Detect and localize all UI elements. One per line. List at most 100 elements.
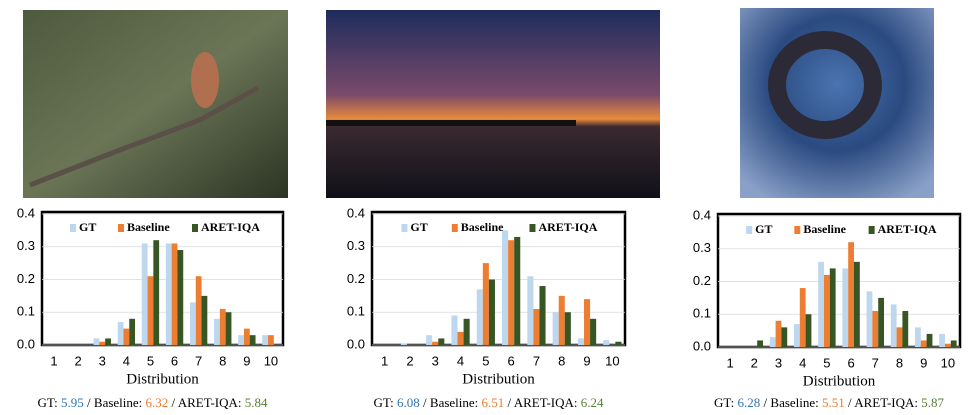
x-tick-label: 8 — [219, 353, 226, 368]
legend-label: ARET-IQA — [201, 220, 260, 234]
legend-swatch — [794, 226, 800, 234]
x-tick-label: 3 — [432, 353, 439, 368]
bar — [458, 332, 464, 345]
bar — [872, 311, 878, 347]
x-tick-label: 2 — [75, 353, 82, 368]
bar — [854, 262, 860, 347]
bar — [202, 296, 208, 345]
y-tick-label: 0.3 — [693, 240, 711, 255]
x-tick-label: 5 — [823, 355, 830, 370]
x-tick-label: 4 — [457, 353, 464, 368]
caption-part: 5.84 — [245, 395, 268, 410]
caption-part: / Baseline: — [760, 395, 822, 410]
legend-swatch — [118, 224, 124, 232]
bar — [842, 268, 848, 347]
legend-swatch — [401, 224, 407, 232]
bar — [902, 311, 908, 347]
bar — [514, 237, 520, 345]
x-tick-label: 8 — [896, 355, 903, 370]
x-axis-title: Distribution — [803, 373, 876, 389]
y-tick-label: 0.1 — [347, 304, 365, 319]
bar — [757, 340, 763, 347]
x-tick-label: 1 — [50, 353, 57, 368]
bar — [153, 240, 159, 345]
caption: GT: 5.95 / Baseline: 6.32 / ARET-IQA: 5.… — [38, 395, 269, 410]
x-tick-label: 8 — [558, 353, 565, 368]
x-tick-label: 3 — [775, 355, 782, 370]
legend-swatch — [452, 224, 458, 232]
legend-label: Baseline — [127, 220, 170, 234]
photo-pier — [326, 120, 576, 126]
bar — [166, 243, 172, 345]
caption-part: 5.87 — [921, 395, 944, 410]
bar — [878, 298, 884, 347]
page: 0.00.10.20.30.412345678910GTBaselineARET… — [0, 0, 974, 415]
x-tick-label: 4 — [799, 355, 806, 370]
bar — [262, 335, 268, 345]
x-tick-label: 7 — [195, 353, 202, 368]
bar — [939, 334, 945, 347]
x-tick-label: 9 — [920, 355, 927, 370]
x-tick-label: 6 — [171, 353, 178, 368]
bar — [190, 302, 196, 345]
bar — [129, 319, 135, 345]
y-tick-label: 0.0 — [693, 338, 711, 353]
bar — [584, 299, 590, 345]
legend-label: Baseline — [461, 220, 504, 234]
x-tick-label: 9 — [243, 353, 250, 368]
caption-part: 6.32 — [146, 395, 169, 410]
bar — [250, 335, 256, 345]
legend-swatch — [529, 224, 535, 232]
bar — [781, 327, 787, 347]
caption-part: GT: — [714, 395, 738, 410]
bar — [123, 329, 129, 345]
x-tick-label: 2 — [751, 355, 758, 370]
legend-label: GT — [410, 220, 427, 234]
x-tick-label: 10 — [941, 355, 955, 370]
legend-label: Baseline — [803, 222, 846, 236]
bar — [927, 334, 933, 347]
y-tick-label: 0.4 — [17, 205, 35, 220]
caption-part: 6.24 — [581, 395, 604, 410]
bar — [590, 319, 596, 345]
y-tick-label: 0.0 — [17, 336, 35, 351]
caption: GT: 6.08 / Baseline: 6.51 / ARET-IQA: 6.… — [374, 395, 605, 410]
bar — [438, 338, 444, 345]
bar — [559, 296, 565, 345]
legend-swatch — [869, 226, 875, 234]
x-tick-label: 5 — [147, 353, 154, 368]
x-tick-label: 2 — [406, 353, 413, 368]
bar — [776, 321, 782, 347]
bar — [508, 240, 514, 345]
legend-label: GT — [79, 220, 96, 234]
y-tick-label: 0.1 — [17, 304, 35, 319]
bar — [483, 263, 489, 345]
bar — [489, 280, 495, 346]
bar — [426, 335, 432, 345]
x-tick-label: 4 — [123, 353, 130, 368]
bar — [99, 342, 105, 345]
bar — [921, 340, 927, 347]
x-tick-label: 5 — [482, 353, 489, 368]
bar — [867, 291, 873, 347]
x-tick-label: 10 — [264, 353, 278, 368]
caption-part: 6.28 — [738, 395, 761, 410]
bar — [565, 312, 571, 345]
caption-part: / ARET-IQA: — [845, 395, 921, 410]
caption-part: / ARET-IQA: — [168, 395, 244, 410]
bar — [118, 322, 124, 345]
bar — [432, 342, 438, 345]
caption: GT: 6.28 / Baseline: 5.51 / ARET-IQA: 5.… — [714, 395, 945, 410]
bar — [464, 319, 470, 345]
caption-part: 5.51 — [822, 395, 845, 410]
bar — [824, 275, 830, 347]
y-tick-label: 0.0 — [347, 336, 365, 351]
caption-part: / Baseline: — [84, 395, 146, 410]
figure: 0.00.10.20.30.412345678910GTBaselineARET… — [0, 0, 974, 415]
x-tick-label: 7 — [872, 355, 879, 370]
legend-label: ARET-IQA — [878, 222, 937, 236]
bar — [238, 335, 244, 345]
bar — [502, 230, 508, 345]
y-tick-label: 0.4 — [693, 207, 711, 222]
caption-part: GT: — [38, 395, 62, 410]
